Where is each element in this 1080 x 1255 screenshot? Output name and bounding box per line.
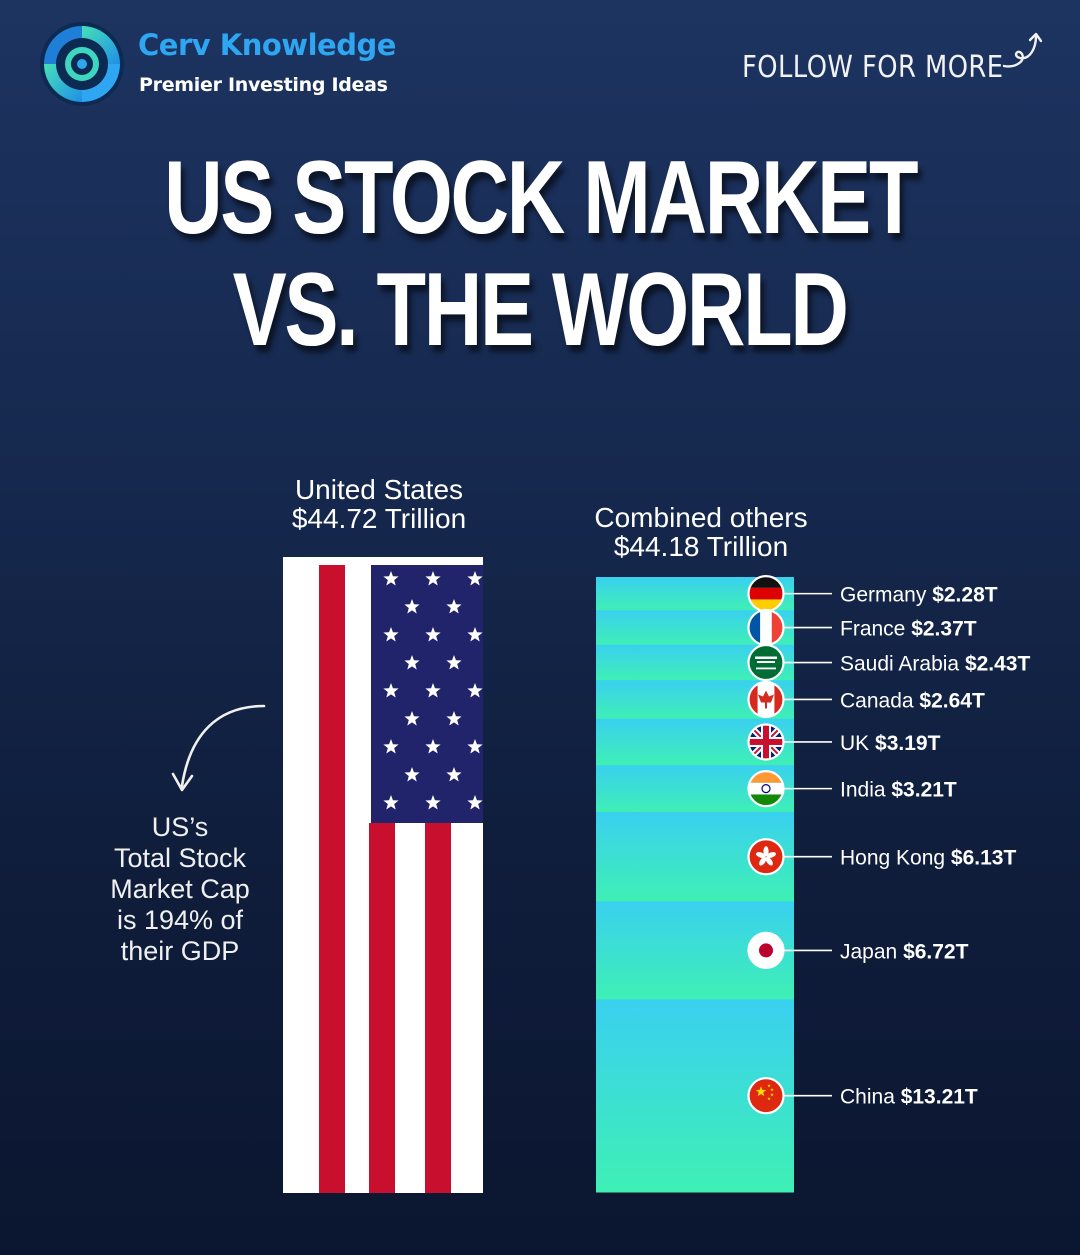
us-flag-star [467,627,483,642]
canada-flag-icon [747,680,785,719]
segment-label: Saudi Arabia $2.43T [840,653,1030,676]
us-bar-value: $44.72 Trillion [291,503,467,534]
segment-label: UK $3.19T [840,732,941,755]
country-value: $13.21T [901,1086,978,1109]
us-flag-star [383,627,399,642]
segment-label: Japan $6.72T [840,940,969,963]
country-name: France [840,618,911,641]
us-flag-star [425,795,441,810]
page-title-line-2: VS. THE WORLD [232,252,849,368]
us-flag-star [404,599,420,614]
country-name: Canada [840,689,919,712]
us-bar-name: United States [294,474,464,505]
follow-for-more[interactable]: FOLLOW FOR MORE [742,50,1004,85]
country-name: India [840,779,891,802]
us-flag-star [383,683,399,698]
country-value: $2.43T [965,653,1031,676]
curly-arrow-icon [1002,32,1043,68]
country-value: $6.72T [903,940,969,963]
country-name: Japan [840,940,903,963]
gdp-annotation: US’s Total Stock Market Cap is 194% of t… [100,812,260,967]
us-flag-star [404,767,420,782]
us-flag-star [467,739,483,754]
country-name: Saudi Arabia [840,653,965,676]
country-value: $2.37T [911,618,977,641]
us-flag-star [383,739,399,754]
india-flag-icon [747,770,785,808]
segment-label: Hong Kong $6.13T [840,847,1016,870]
uk-flag-icon [747,723,785,761]
country-value: $6.13T [951,847,1017,870]
country-value: $3.19T [875,732,941,755]
segment-label: France $2.37T [840,618,977,641]
segment-label: Canada $2.64T [840,689,985,712]
france-flag-icon [747,608,785,647]
country-value: $2.64T [919,689,985,712]
page-title-line-1: US STOCK MARKET [163,140,918,256]
us-flag-star [425,627,441,642]
us-flag-star [383,795,399,810]
china-flag-icon [747,1077,785,1115]
country-value: $2.28T [932,584,998,607]
japan-flag-icon [747,931,785,970]
others-bar-label: Combined others $44.18 Trillion [591,503,811,561]
germany-flag-icon [747,575,785,613]
segment-label: China $13.21T [840,1086,978,1109]
us-flag-star [446,767,462,782]
segment-label: India $3.21T [840,779,957,802]
swirl-logo-icon [40,22,124,106]
us-bar-label: United States $44.72 Trillion [279,475,479,533]
us-flag-star [446,711,462,726]
us-flag-star [446,655,462,670]
us-flag-star [404,655,420,670]
curved-arrow-icon [171,704,266,792]
others-bar-value: $44.18 Trillion [613,531,789,562]
country-name: UK [840,732,875,755]
country-name: Hong Kong [840,847,951,870]
us-flag-star [404,711,420,726]
annotation-line: is 194% of [116,905,244,935]
brand-tagline: Premier Investing Ideas [139,74,388,96]
brand-name: Cerv Knowledge [138,28,396,62]
country-name: China [840,1086,901,1109]
hong-kong-flag-icon [747,838,785,876]
us-flag-star [467,795,483,810]
annotation-line: Market Cap [110,874,250,904]
us-flag-star [383,571,399,586]
country-name: Germany [840,584,932,607]
us-flag-star [467,571,483,586]
us-flag-star [425,683,441,698]
segment-label: Germany $2.28T [840,584,998,607]
saudi-arabia-flag-icon [747,643,785,682]
others-bar-name: Combined others [594,502,808,533]
us-flag-star [446,599,462,614]
us-flag-star [425,739,441,754]
annotation-line: Total Stock [113,843,247,873]
us-flag-bar [283,557,483,1193]
annotation-line: their GDP [120,936,240,966]
us-flag-star [425,571,441,586]
annotation-line: US’s [151,812,209,842]
us-flag-star [467,683,483,698]
country-value: $3.21T [891,779,957,802]
